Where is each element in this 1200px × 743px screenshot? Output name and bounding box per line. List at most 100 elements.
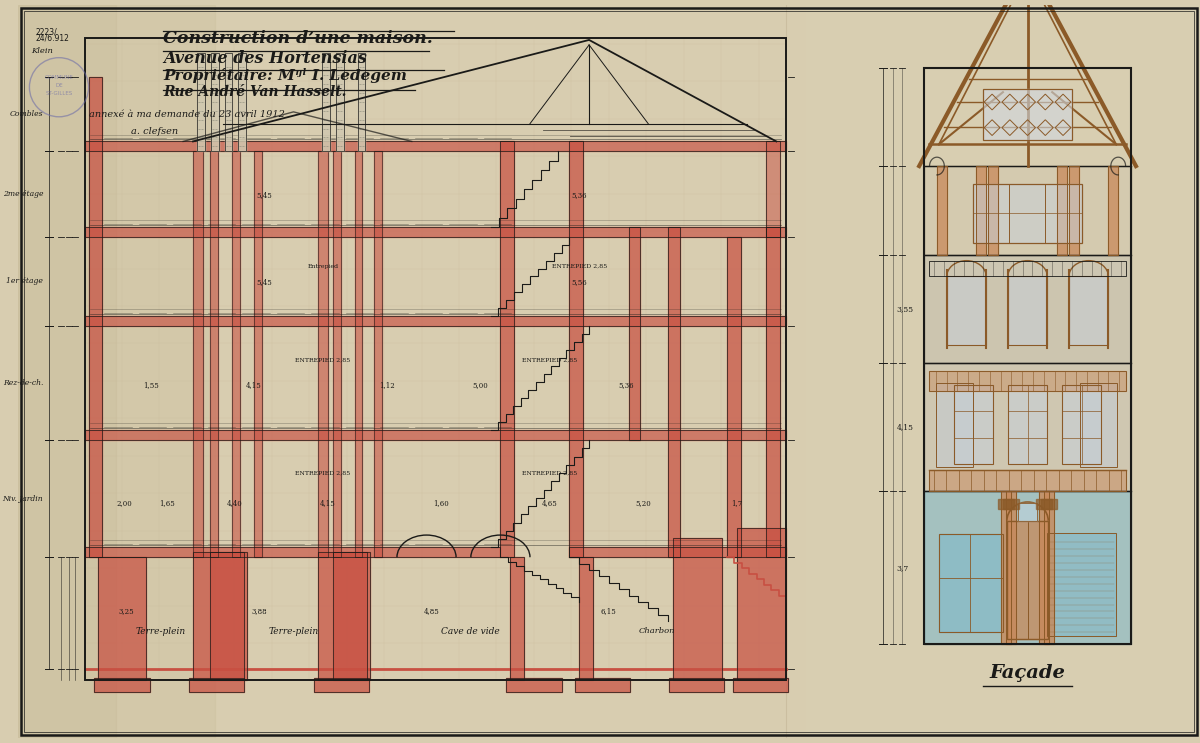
Bar [332, 552, 371, 681]
Bar [929, 470, 1126, 491]
Bar [924, 166, 1132, 255]
Text: COMMUNE: COMMUNE [44, 75, 73, 80]
Bar [929, 261, 1126, 276]
Bar [1007, 521, 1049, 639]
Text: Combles: Combles [10, 110, 43, 118]
Text: 3,88: 3,88 [251, 608, 266, 615]
Bar [233, 152, 240, 557]
Bar [1006, 491, 1015, 644]
Text: 5,45: 5,45 [256, 192, 272, 200]
Bar [1039, 491, 1049, 644]
Text: Charbon: Charbon [638, 627, 674, 635]
Bar [98, 557, 145, 681]
Bar [239, 53, 246, 152]
Bar [318, 552, 367, 681]
Bar [580, 557, 593, 681]
Bar [983, 89, 1072, 140]
Text: 5,36: 5,36 [571, 192, 587, 200]
Bar [210, 552, 247, 681]
Bar [193, 152, 203, 557]
Text: Cave de vide: Cave de vide [442, 626, 500, 635]
Bar [569, 548, 786, 557]
Bar [500, 141, 515, 557]
Text: 3,7: 3,7 [896, 564, 908, 572]
Bar [727, 237, 740, 557]
Bar [1062, 385, 1102, 464]
Bar [924, 166, 1132, 255]
Bar [89, 77, 102, 557]
Text: 2me étage: 2me étage [2, 190, 43, 198]
Bar [954, 385, 994, 464]
Text: 1er étage: 1er étage [6, 277, 43, 285]
Bar [197, 53, 205, 152]
Bar [18, 5, 215, 738]
Bar [211, 53, 218, 152]
Bar [998, 499, 1014, 509]
Bar [318, 152, 328, 557]
Bar [190, 678, 245, 692]
Bar [1069, 166, 1079, 255]
Bar [1044, 491, 1054, 644]
Text: 4,15: 4,15 [320, 499, 336, 507]
Bar [506, 678, 562, 692]
Bar [318, 152, 328, 557]
Text: Entrepied: Entrepied [307, 264, 338, 269]
Bar [210, 152, 217, 557]
Bar [85, 141, 786, 152]
Text: ST-GILLES: ST-GILLES [46, 91, 73, 96]
Bar [936, 383, 973, 467]
Text: 1,65: 1,65 [160, 499, 175, 507]
Bar [733, 678, 788, 692]
Bar [89, 77, 102, 557]
Bar [1008, 276, 1048, 345]
Bar [193, 552, 245, 681]
Bar [1037, 499, 1052, 509]
Bar [98, 557, 145, 681]
Bar [569, 548, 786, 557]
Bar [322, 53, 330, 152]
Bar [1109, 166, 1118, 255]
Bar [500, 141, 515, 557]
Bar [336, 53, 343, 152]
Bar [254, 152, 262, 557]
Bar [506, 678, 562, 692]
Bar [510, 557, 524, 681]
Bar [924, 68, 1132, 644]
Text: Construction d’une maison.: Construction d’une maison. [163, 30, 433, 47]
Bar [929, 261, 1126, 276]
Text: 4,15: 4,15 [246, 381, 262, 389]
Text: 1,55: 1,55 [143, 381, 158, 389]
Bar [973, 184, 1081, 243]
Text: ENTREPIED 2,85: ENTREPIED 2,85 [522, 471, 577, 476]
Bar [85, 548, 500, 557]
Bar [1069, 276, 1109, 345]
Bar [332, 552, 371, 681]
Bar [358, 53, 366, 152]
Text: 1,60: 1,60 [433, 499, 449, 507]
Bar [1008, 385, 1048, 464]
Bar [314, 678, 370, 692]
Text: Avenue des Hortensias: Avenue des Hortensias [163, 50, 367, 67]
Bar [239, 53, 246, 152]
Bar [737, 528, 786, 681]
Bar [929, 371, 1126, 391]
Bar [575, 678, 630, 692]
Text: Rue André Van Hasselt.: Rue André Van Hasselt. [163, 85, 347, 100]
Bar [358, 53, 366, 152]
Bar [224, 53, 233, 152]
Bar [1006, 491, 1015, 644]
Text: 2223/: 2223/ [35, 27, 58, 36]
Bar [211, 53, 218, 152]
Bar [973, 184, 1081, 243]
Bar [668, 227, 679, 557]
Bar [767, 141, 780, 237]
Bar [1069, 166, 1079, 255]
Bar [575, 678, 630, 692]
Bar [85, 227, 786, 237]
Bar [354, 152, 362, 557]
Bar [374, 152, 382, 557]
Bar [806, 5, 1200, 738]
Bar [318, 552, 367, 681]
Text: 2,00: 2,00 [116, 499, 132, 507]
Bar [983, 89, 1072, 140]
